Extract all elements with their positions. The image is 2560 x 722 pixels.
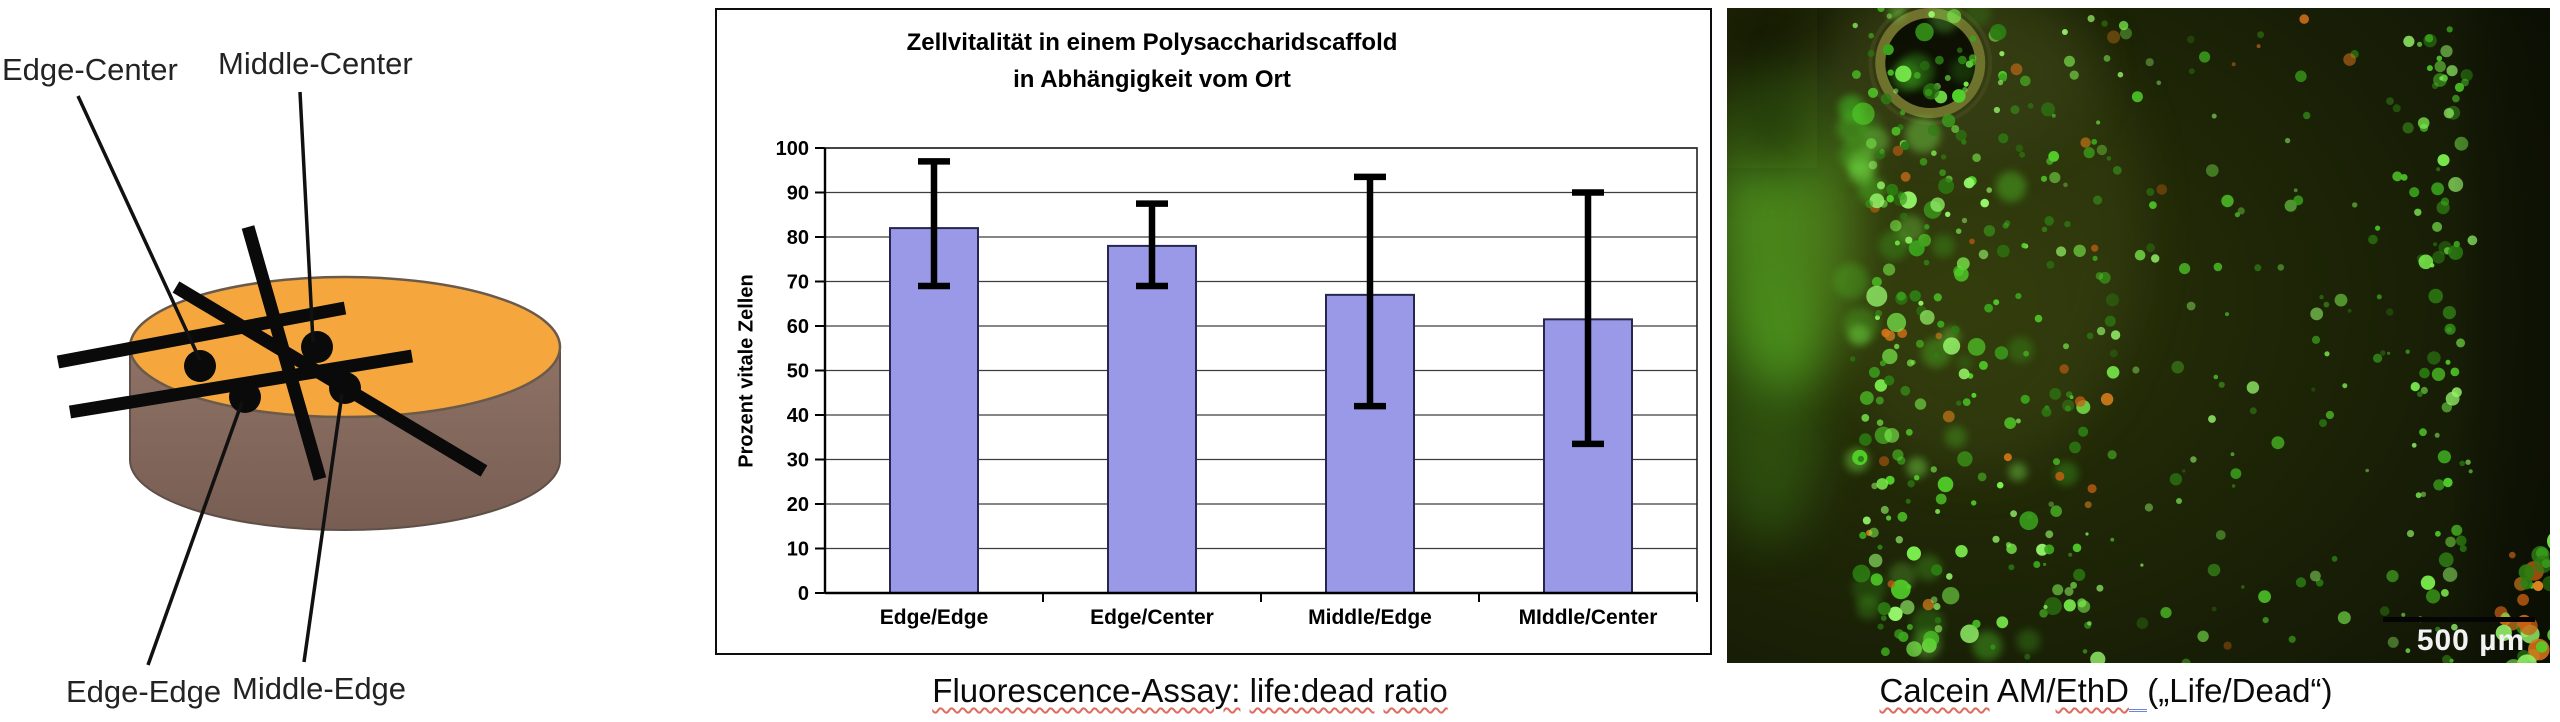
bar-chart-plot: 0 10 20 30 40 50 60 70 80 90 100 Edge/Edge Edge/Cent… [776,138,1698,629]
y-tick-label: 0 [798,583,809,605]
leader-middle-center [298,91,315,343]
y-tick-label: 60 [787,316,809,338]
y-tick-label: 10 [787,539,809,561]
y-tick-label: 90 [787,183,809,205]
caption-segment [2128,672,2148,712]
scale-bar [2383,617,2535,622]
y-tick-label: 100 [776,138,809,160]
bar-horizontal-upper [56,301,347,369]
x-category-label: Middle/Edge [1308,606,1432,629]
scale-bar-label: 500 µm [2416,624,2526,657]
y-tick-label: 80 [787,227,809,249]
caption-segment: AM/ [1989,672,2056,709]
caption-segment [1240,672,1249,709]
leader-middle-edge [302,393,344,663]
caption-segment: Fluorescence-Assay: [932,672,1241,709]
label-edge-center: Edge-Center [2,52,178,87]
fluorescence-micrograph: 500 µm [1712,0,2560,678]
label-middle-center: Middle-Center [218,46,413,81]
photo-caption: Calcein AM/EthD („Life/Dead“) [1806,672,2406,712]
scaffold-diagram [56,91,562,666]
sample-point-middle-edge [329,372,361,404]
plot-area: 0 10 20 30 40 50 60 70 80 90 100 Edge/Edge Edge/Cent… [776,138,1698,629]
sample-point-edge-center [184,350,216,382]
label-middle-edge: Middle-Edge [232,671,407,706]
vitality-chart-panel: Zellvitalität in einem Polysaccharidscaf… [715,8,1712,655]
y-tick-label: 30 [787,450,809,472]
bar [1107,244,1197,594]
x-category-label: MIddle/Center [1519,606,1658,629]
label-edge-edge: Edge-Edge [66,674,222,709]
chart-title-line1: Zellvitalität in einem Polysaccharidscaf… [906,29,1398,56]
caption-segment: EthD [2055,672,2129,709]
leader-edge-edge [146,401,244,666]
leader-lines [76,91,344,666]
caption-segment [1374,672,1383,709]
chart-caption: Fluorescence-Assay: life:dead ratio [890,672,1490,710]
caption-segment: ratio [1383,672,1448,709]
micrograph-render [1712,0,2560,678]
caption-segment: life:dead [1249,672,1375,709]
chart-title-line2: in Abhängigkeit vom Ort [1013,66,1291,93]
x-category-label: Edge/Center [1090,606,1214,629]
bar-diagonal-long [172,281,488,477]
y-tick-label: 20 [787,494,809,516]
caption-segment: („Life/Dead“) [2147,672,2333,709]
y-tick-label: 50 [787,361,809,383]
sample-point-middle-center [301,331,333,363]
y-tick-label: 70 [787,272,809,294]
x-category-label: Edge/Edge [880,606,989,629]
sample-point-edge-edge [229,381,261,413]
y-tick-label: 40 [787,405,809,427]
sample-points [184,331,361,413]
leader-edge-center [76,95,202,361]
caption-segment: Calcein [1879,672,1990,709]
